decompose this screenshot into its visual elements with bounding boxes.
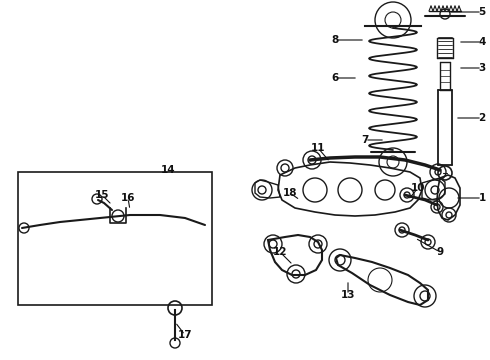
Bar bbox=[18, 172, 212, 305]
Text: 8: 8 bbox=[331, 35, 339, 45]
Text: 15: 15 bbox=[95, 190, 109, 200]
Text: 4: 4 bbox=[478, 37, 486, 47]
Text: 18: 18 bbox=[283, 188, 297, 198]
Text: 10: 10 bbox=[411, 183, 425, 193]
Text: 6: 6 bbox=[331, 73, 339, 83]
Text: 14: 14 bbox=[161, 165, 175, 175]
Text: 7: 7 bbox=[361, 135, 368, 145]
Text: 9: 9 bbox=[437, 247, 443, 257]
Text: 13: 13 bbox=[341, 290, 355, 300]
Text: 3: 3 bbox=[478, 63, 486, 73]
Text: 2: 2 bbox=[478, 113, 486, 123]
Text: 5: 5 bbox=[478, 7, 486, 17]
Text: 16: 16 bbox=[121, 193, 135, 203]
Text: 12: 12 bbox=[273, 247, 287, 257]
Text: 11: 11 bbox=[311, 143, 325, 153]
Text: 17: 17 bbox=[178, 330, 192, 340]
Text: 1: 1 bbox=[478, 193, 486, 203]
